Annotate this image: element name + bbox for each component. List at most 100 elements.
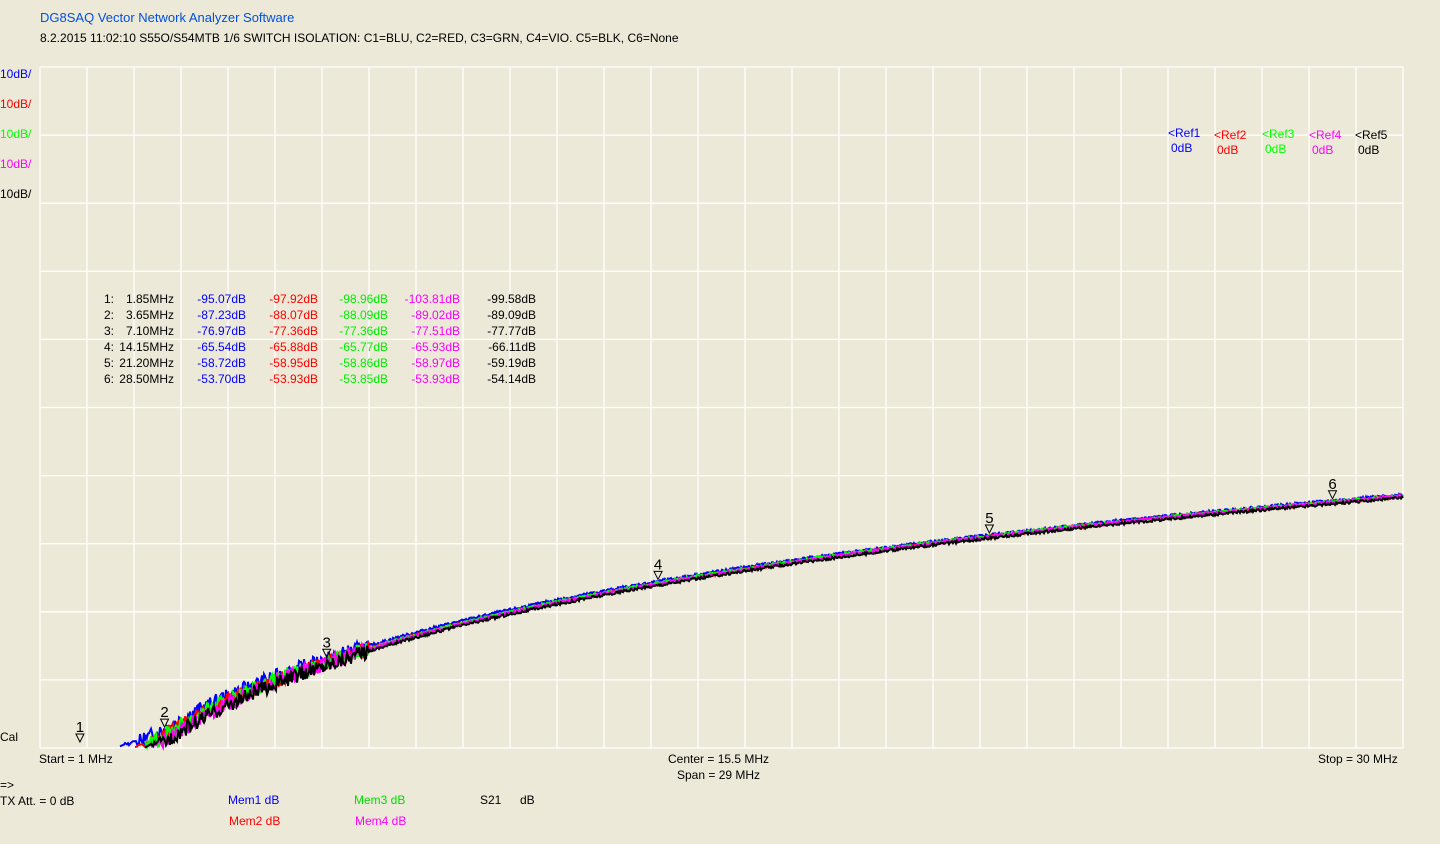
measurement-subtitle: 8.2.2015 11:02:10 S55O/S54MTB 1/6 SWITCH… — [40, 31, 679, 45]
marker-id: 4: — [103, 340, 114, 354]
marker-value-c5: -99.58dB — [487, 292, 536, 306]
marker-number: 1 — [76, 719, 84, 736]
marker-value-c5: -77.77dB — [487, 324, 536, 338]
marker-value-c3: -88.09dB — [339, 308, 388, 322]
marker-number: 6 — [1328, 476, 1336, 493]
marker-triangle-icon — [1327, 490, 1338, 500]
marker-number: 5 — [985, 510, 993, 527]
marker-triangle-icon — [321, 648, 332, 659]
marker-value-c4: -65.93dB — [411, 340, 460, 354]
marker-value-c2: -65.88dB — [269, 340, 318, 354]
marker-row: 2: 3.65MHz -87.23dB -88.07dB -88.09dB -89.02d… — [96, 307, 536, 323]
marker-row: 5: 21.20MHz -58.72dB -58.95dB -58.86dB -58.97… — [96, 355, 536, 371]
s21-unit: dB — [520, 793, 535, 807]
trace-c3 — [144, 494, 1404, 751]
marker-id: 1: — [103, 292, 114, 306]
marker-value-c3: -77.36dB — [339, 324, 388, 338]
marker-value-c5: -89.09dB — [487, 308, 536, 322]
ref-3: <Ref3 0dB — [1262, 127, 1294, 157]
ref-5-value: 0dB — [1358, 143, 1380, 157]
marker-value-c4: -58.97dB — [411, 356, 460, 370]
s21-label: S21 — [480, 793, 502, 807]
marker-id: 6: — [103, 372, 114, 386]
marker-freq: 3.65MHz — [125, 308, 174, 322]
marker-value-c3: -53.85dB — [339, 372, 388, 386]
marker-value-c5: -54.14dB — [487, 372, 536, 386]
marker-freq: 1.85MHz — [125, 292, 174, 306]
start-frequency: Start = 1 MHz — [39, 752, 113, 766]
marker-id: 3: — [103, 324, 114, 338]
marker-triangle-icon — [159, 718, 170, 729]
marker-row: 6: 28.50MHz -53.70dB -53.93dB -53.85dB -53.93… — [96, 371, 536, 387]
ref-1-value: 0dB — [1171, 141, 1193, 155]
marker-value-c2: -77.36dB — [269, 324, 318, 338]
scale-label-c1: 10dB/ — [0, 67, 32, 81]
marker-value-c1: -76.97dB — [197, 324, 246, 338]
marker-row: 1: 1.85MHz -95.07dB -97.92dB -98.96dB -103.81… — [96, 291, 536, 307]
marker-value-c5: -59.19dB — [487, 356, 536, 370]
marker-id: 5: — [103, 356, 114, 370]
marker-value-c1: -58.72dB — [197, 356, 246, 370]
ref-3-name: <Ref3 — [1262, 127, 1295, 141]
ref-4-name: <Ref4 — [1309, 128, 1342, 142]
marker-value-c3: -98.96dB — [339, 292, 388, 306]
trace-c2 — [134, 494, 1404, 749]
marker-freq: 7.10MHz — [125, 324, 174, 338]
scale-label-c3: 10dB/ — [0, 127, 32, 141]
marker-value-c2: -97.92dB — [269, 292, 318, 306]
ref-2-value: 0dB — [1217, 143, 1239, 157]
marker-number: 2 — [160, 704, 168, 721]
marker-triangle-icon — [653, 570, 663, 581]
marker-value-c5: -66.11dB — [488, 340, 536, 354]
ref-2-name: <Ref2 — [1214, 128, 1247, 142]
marker-freq: 21.20MHz — [119, 356, 174, 370]
mem4-label: Mem4 dB — [355, 814, 407, 828]
marker-number: 3 — [323, 634, 331, 651]
ref-1-name: <Ref1 — [1168, 126, 1201, 140]
ref-4: <Ref4 0dB — [1309, 128, 1341, 158]
ref-1: <Ref1 0dB — [1168, 126, 1200, 156]
marker-freq: 28.50MHz — [119, 372, 174, 386]
marker-value-c1: -53.70dB — [197, 372, 246, 386]
marker-value-c1: -65.54dB — [197, 340, 246, 354]
marker-value-c4: -103.81dB — [404, 292, 460, 306]
mem2-label: Mem2 dB — [229, 814, 281, 828]
marker-value-c3: -58.86dB — [339, 356, 388, 370]
trace-c5 — [144, 494, 1404, 749]
tx-attenuation: TX Att. = 0 dB — [0, 794, 75, 808]
marker-row: 3: 7.10MHz -76.97dB -77.36dB -77.36dB -77.51d… — [96, 323, 536, 339]
marker-value-c1: -87.23dB — [197, 308, 246, 322]
mem1-label: Mem1 dB — [228, 793, 280, 807]
ref-4-value: 0dB — [1312, 143, 1334, 157]
marker-triangle-icon — [984, 524, 995, 535]
ref-5-name: <Ref5 — [1355, 128, 1388, 142]
marker-value-c3: -65.77dB — [339, 340, 388, 354]
trace-c1 — [119, 491, 1404, 748]
ref-2: <Ref2 0dB — [1214, 128, 1246, 158]
span-frequency: Span = 29 MHz — [677, 768, 761, 782]
marker-value-c4: -53.93dB — [411, 372, 460, 386]
ref-5: <Ref5 0dB — [1355, 128, 1387, 158]
marker-value-c2: -58.95dB — [269, 356, 318, 370]
scale-label-c2: 10dB/ — [0, 97, 32, 111]
marker-value-c4: -77.51dB — [411, 324, 460, 338]
stop-frequency: Stop = 30 MHz — [1318, 752, 1398, 766]
scale-label-c5: 10dB/ — [0, 187, 32, 201]
marker-value-c4: -89.02dB — [411, 308, 460, 322]
center-frequency: Center = 15.5 MHz — [668, 752, 770, 766]
ref-3-value: 0dB — [1265, 142, 1287, 156]
app-title: DG8SAQ Vector Network Analyzer Software — [40, 10, 295, 25]
scale-label-c4: 10dB/ — [0, 157, 32, 171]
marker-table: 1: 1.85MHz -95.07dB -97.92dB -98.96dB -103.81… — [96, 291, 536, 387]
marker-value-c2: -88.07dB — [269, 308, 318, 322]
marker-value-c1: -95.07dB — [197, 292, 246, 306]
cal-label: Cal — [0, 730, 19, 744]
prompt-arrow: => — [0, 778, 15, 792]
marker-value-c2: -53.93dB — [269, 372, 318, 386]
marker-row: 4: 14.15MHz -65.54dB -65.88dB -65.77dB -65.93… — [96, 339, 536, 355]
mem3-label: Mem3 dB — [354, 793, 406, 807]
marker-number: 4 — [654, 556, 662, 573]
marker-freq: 14.15MHz — [119, 340, 174, 354]
marker-id: 2: — [103, 308, 114, 322]
